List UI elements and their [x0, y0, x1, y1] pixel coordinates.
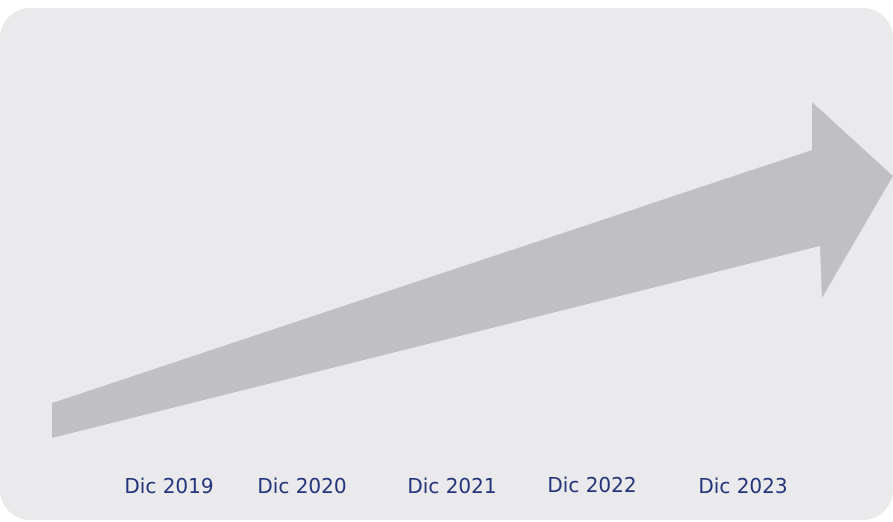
arrow — [52, 102, 893, 438]
timeline-label: Dic 2023 — [698, 474, 788, 498]
timeline-label: Dic 2019 — [124, 474, 214, 498]
timeline-label: Dic 2021 — [407, 474, 497, 498]
timeline-label: Dic 2022 — [547, 473, 637, 497]
timeline-label: Dic 2020 — [257, 474, 347, 498]
